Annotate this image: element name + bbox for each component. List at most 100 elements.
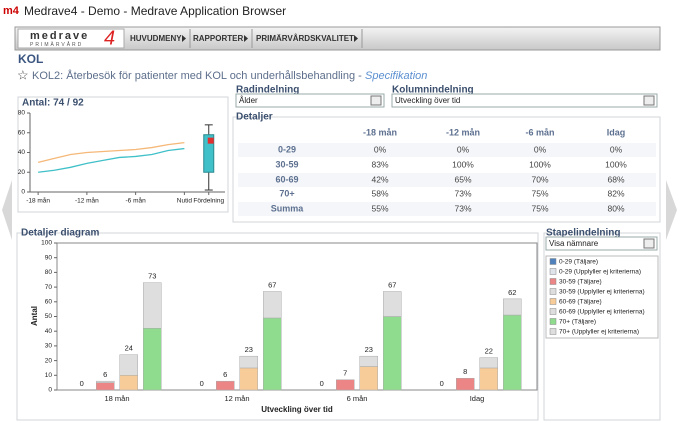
y-tick-label: 80 [45, 269, 53, 276]
bar-segment [143, 328, 162, 391]
cell: 0% [610, 144, 623, 154]
bar-segment [336, 379, 355, 391]
column-header: -18 mån [363, 127, 397, 137]
logo-sub: PRIMÄRVÅRD [30, 41, 83, 48]
bar-segment [359, 366, 378, 391]
bar-segment [216, 380, 235, 391]
cell: 80% [607, 203, 624, 213]
legend-swatch [549, 328, 557, 335]
column-header: -6 mån [525, 127, 554, 137]
bar-segment [263, 291, 282, 319]
box [203, 134, 215, 173]
legend-label: 70+ (Upplyller ej kriterierna) [559, 329, 639, 336]
legend-swatch [549, 288, 557, 295]
nav-bar [14, 26, 661, 51]
nav-arrow [182, 35, 186, 42]
cell: 0% [534, 144, 547, 154]
bar-segment [96, 380, 115, 383]
select-button[interactable] [643, 95, 655, 106]
total-label: 8 [463, 367, 467, 376]
x-tick-label: 6 mån [347, 394, 368, 403]
series-line [38, 147, 185, 173]
cell: 73% [454, 188, 471, 198]
diagram-title: Detaljer diagram [21, 228, 99, 239]
total-label: 67 [388, 280, 396, 289]
y-tick-label: 50 [45, 313, 53, 320]
bar-select[interactable] [545, 236, 658, 251]
cell: 68% [607, 174, 624, 184]
total-label: 67 [268, 280, 276, 289]
cell: 70% [531, 174, 548, 184]
y-tick-label: 40 [45, 328, 53, 335]
cell: 55% [371, 203, 388, 213]
total-label: 22 [485, 347, 493, 356]
y-tick-label: 60 [18, 129, 26, 136]
cell: 65% [454, 174, 471, 184]
row-bg [238, 143, 656, 157]
row-header: 60-69 [275, 174, 298, 184]
nav-arrow [354, 35, 358, 42]
row-select[interactable] [235, 93, 385, 108]
cell: 83% [371, 159, 388, 169]
row-header: Summa [271, 203, 305, 213]
col-label: Kolumnindelning [392, 85, 474, 96]
spec-link[interactable]: Specifikation [365, 70, 427, 82]
star-icon[interactable]: ☆ [17, 67, 29, 82]
y-tick-label: 20 [45, 357, 53, 364]
row-header: 0-29 [278, 144, 296, 154]
row-bg [238, 202, 656, 216]
col-select[interactable] [391, 93, 658, 108]
cell: 75% [531, 188, 548, 198]
select-button[interactable] [370, 95, 382, 106]
column-header: -12 mån [446, 127, 480, 137]
nav-item[interactable]: PRIMÄRVÅRDSKVALITET [256, 34, 354, 43]
bar-segment [239, 355, 258, 369]
select-button[interactable] [643, 238, 655, 249]
cell: 100% [605, 159, 627, 169]
total-label: 23 [365, 345, 373, 354]
prev-arrow[interactable] [2, 180, 12, 240]
bar-segment [479, 357, 498, 369]
next-arrow[interactable] [666, 180, 677, 240]
row-bg [238, 173, 656, 187]
cell: 100% [452, 159, 474, 169]
x-tick-label: -12 mån [75, 197, 99, 205]
box-marker [207, 137, 214, 144]
bar-select-value: Visa nämnare [549, 239, 599, 248]
section-title: KOL [18, 52, 43, 66]
window-icon: m4 [3, 5, 20, 17]
bar-segment [359, 355, 378, 367]
column-header: Idag [607, 127, 626, 137]
bar-segment [456, 377, 475, 391]
bar-segment [503, 314, 522, 391]
cell: 0% [374, 144, 387, 154]
legend-label: 0-29 (Upplyller ej kriterierna) [559, 269, 641, 276]
row-label: Radindelning [236, 85, 299, 96]
cell: 58% [371, 188, 388, 198]
total-label: 6 [223, 370, 227, 379]
legend-label: 60-69 (Täljare) [559, 299, 602, 306]
nav-item[interactable]: RAPPORTER [193, 34, 243, 43]
logo-box [17, 28, 125, 49]
cell: 75% [531, 203, 548, 213]
bar-segment [96, 382, 115, 391]
x-tick-label: Idag [470, 394, 485, 403]
total-label: 7 [343, 369, 347, 378]
cell: 100% [529, 159, 551, 169]
bar-segment [479, 367, 498, 391]
bar-segment [119, 375, 138, 391]
y-tick-label: 20 [18, 169, 26, 176]
total-label: 62 [508, 288, 516, 297]
y-axis-title: Antal [30, 306, 39, 326]
legend-label: 60-69 (Upplyller ej kriterierna) [559, 309, 645, 316]
legend-swatch [549, 308, 557, 315]
x-tick-label: 18 mån [104, 394, 129, 403]
y-tick-label: 90 [45, 254, 53, 261]
x-tick-label: Fördelning [193, 198, 224, 205]
nav-item[interactable]: HUVUDMENY [130, 34, 182, 43]
legend-label: 70+ (Täljare) [559, 319, 596, 326]
bar-segment [143, 282, 162, 329]
bar-segment [239, 367, 258, 391]
small-chart-title: Antal: 74 / 92 [22, 98, 84, 109]
